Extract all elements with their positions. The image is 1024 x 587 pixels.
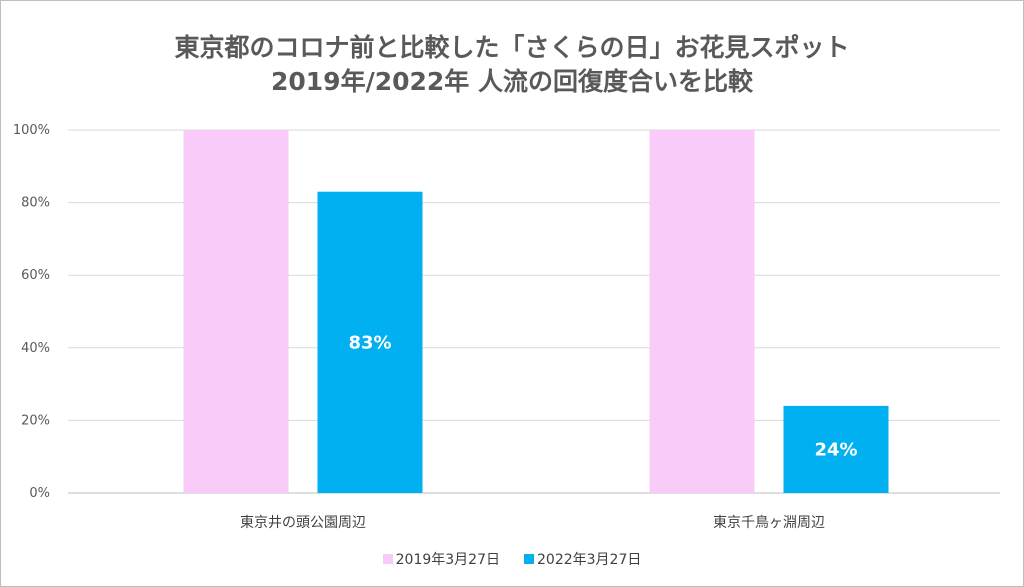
- data-label: 24%: [814, 439, 857, 460]
- y-tick-label: 20%: [21, 413, 50, 428]
- legend: 2019年3月27日 2022年3月27日: [0, 549, 1024, 569]
- x-category-label: 東京井の頭公園周辺: [240, 515, 366, 531]
- chart-subtitle: 2019年/2022年 人流の回復度合いを比較: [271, 67, 753, 96]
- x-category-label: 東京千鳥ヶ淵周辺: [713, 515, 825, 531]
- y-tick-label: 40%: [21, 341, 50, 356]
- bar-1-1: [783, 405, 889, 493]
- legend-label-2022: 2022年3月27日: [537, 552, 642, 568]
- legend-swatch-2022: [524, 554, 534, 564]
- bar-0-1: [649, 130, 755, 493]
- bar-1-0: [317, 191, 423, 493]
- bar-0-0: [183, 130, 289, 493]
- y-tick-label: 100%: [13, 123, 50, 138]
- y-tick-label: 80%: [21, 196, 50, 211]
- y-tick-label: 0%: [29, 486, 50, 501]
- data-label: 83%: [348, 332, 391, 353]
- y-tick-label: 60%: [21, 268, 50, 283]
- legend-swatch-2019: [382, 554, 393, 564]
- legend-label-2019: 2019年3月27日: [395, 552, 500, 568]
- chart-title: 東京都のコロナ前と比較した「さくらの日」お花見スポット: [174, 33, 850, 62]
- legend-item-2019: 2019年3月27日: [382, 549, 500, 569]
- legend-item-2022: 2022年3月27日: [524, 549, 641, 569]
